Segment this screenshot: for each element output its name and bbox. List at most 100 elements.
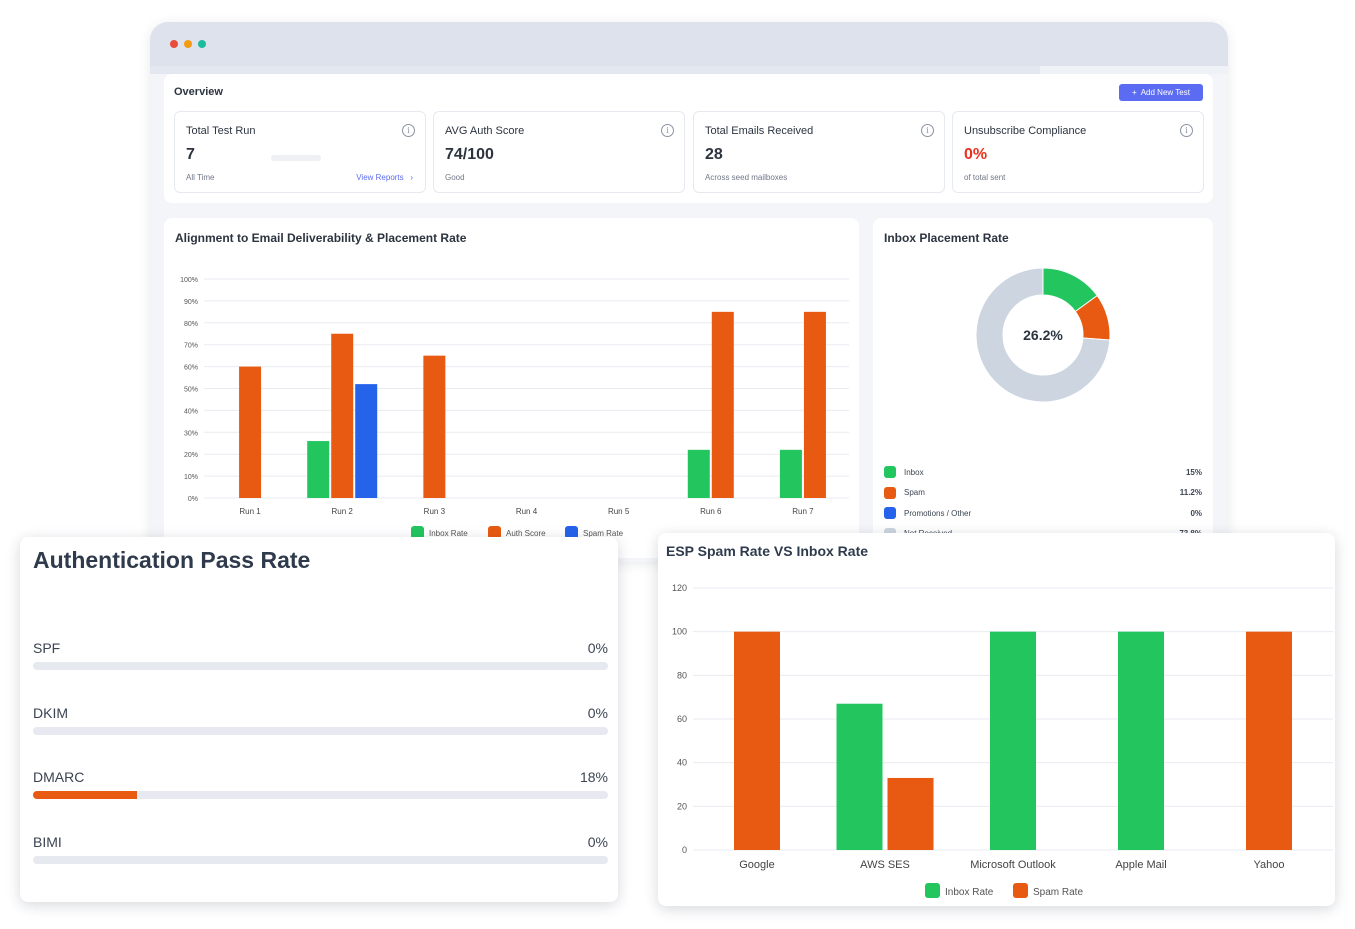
maximize-window-dot[interactable] [198,40,206,48]
close-window-dot[interactable] [170,40,178,48]
stat-card-avg-auth-score: AVG Auth Score i 74/100 Good [433,111,685,193]
legend-label[interactable]: Spam Rate [1033,887,1083,898]
bar-auth-score[interactable] [239,366,262,498]
bar-inbox-rate[interactable] [1118,631,1164,850]
x-tick-label: Run 2 [332,507,354,516]
bar-spam-rate[interactable] [734,631,780,850]
y-tick-label: 20% [184,452,198,459]
inbox-placement-card: Inbox Placement Rate 26.2% Inbox 15% Spam 1… [873,218,1213,558]
legend-row[interactable]: Inbox 15% [884,465,1202,479]
y-tick-label: 40 [677,758,687,768]
legend-value: 15% [1185,467,1202,477]
auth-pass-rate-title: Authentication Pass Rate [33,547,311,573]
stat-card-total-test-run: Total Test Run i 7 All Time View Reports… [174,111,426,193]
legend-label[interactable]: Spam Rate [583,529,624,538]
stat-value: 74/100 [445,146,494,163]
legend-row[interactable]: Spam 11.2% [884,486,1202,500]
auth-progress-track [33,791,608,800]
bar-inbox-rate[interactable] [836,703,883,850]
view-reports-link[interactable]: View Reports › [356,173,413,182]
x-tick-label: AWS SES [860,859,910,871]
esp-bar-chart: 0 20 40 60 80 100 120 Google AWS SES Microsoft Ou… [672,583,1333,898]
auth-name: SPF [33,640,61,656]
horizontal-scrollbar[interactable] [150,66,1228,74]
stat-subtext: Good [445,173,465,182]
info-icon[interactable]: i [921,124,934,137]
info-icon[interactable]: i [402,124,415,137]
y-tick-label: 40% [184,408,198,415]
auth-percent: 0% [587,704,608,721]
minimize-window-dot[interactable] [184,40,192,48]
legend-swatch [411,526,424,539]
y-tick-label: 100% [180,277,198,284]
chevron-right-icon: › [405,173,413,182]
legend-row[interactable]: Promotions / Other 0% [884,506,1202,520]
bar-inbox-rate[interactable] [779,449,802,498]
bar-auth-score[interactable] [331,333,354,498]
add-new-test-label: Add New Test [1140,88,1190,97]
bar-auth-score[interactable] [803,311,826,498]
auth-percent: 0% [587,640,608,656]
window-titlebar [150,22,1228,66]
auth-pass-rate-card: Authentication Pass Rate SPF 0% DKIM 0% DMAR… [20,537,618,902]
auth-name: DKIM [33,704,68,721]
legend-swatch [1013,883,1028,898]
stat-label: Total Test Run [186,125,256,137]
x-tick-label: Microsoft Outlook [970,859,1056,871]
x-tick-label: Run 3 [424,507,446,516]
auth-progress-fill [33,791,137,800]
legend-label[interactable]: Inbox Rate [945,887,994,898]
legend-swatch [884,466,896,478]
y-tick-label: 30% [184,430,198,437]
x-tick-label: Run 5 [608,507,630,516]
auth-progress-track [33,726,608,735]
donut-center-label: 26.2% [1023,327,1063,343]
stat-card-total-emails-received: Total Emails Received i 28 Across seed m… [693,111,945,193]
legend-swatch [884,486,896,499]
auth-name: BIMI [33,834,62,851]
overview-title: Overview [174,86,223,98]
info-icon[interactable]: i [661,124,674,137]
dashboard-window: Overview + Add New Test Total Test Run i… [150,22,1228,562]
bar-inbox-rate[interactable] [990,631,1036,850]
bar-auth-score[interactable] [711,311,734,498]
add-new-test-button[interactable]: + Add New Test [1119,84,1203,101]
legend-value: 0% [1190,508,1202,518]
inbox-placement-title: Inbox Placement Rate [884,231,1009,245]
scrollbar-thumb[interactable] [150,66,1040,74]
bar-inbox-rate[interactable] [307,441,330,498]
legend-swatch [925,883,940,898]
auth-percent: 0% [587,834,608,851]
y-tick-label: 80 [677,670,687,680]
alignment-chart-card: Alignment to Email Deliverability & Plac… [164,218,859,558]
auth-percent: 18% [579,769,608,786]
inbox-placement-donut: 26.2% [975,267,1111,403]
legend-label: Spam [904,488,925,497]
legend-swatch [488,526,501,539]
stat-value: 7 [186,146,195,163]
auth-progress-track [33,662,608,670]
bar-spam-rate[interactable] [1246,631,1292,850]
y-tick-label: 20 [677,801,687,811]
legend-label[interactable]: Auth Score [506,529,546,538]
overview-panel: Overview + Add New Test Total Test Run i… [164,74,1213,203]
alignment-chart-title: Alignment to Email Deliverability & Plac… [175,231,467,245]
stat-label: Total Emails Received [705,125,814,137]
stat-value: 0% [964,146,988,163]
y-tick-label: 100 [672,627,687,637]
auth-name: DMARC [33,769,85,786]
stat-subtext: All Time [186,173,215,182]
info-icon[interactable]: i [1180,124,1193,137]
stat-label: Unsubscribe Compliance [964,125,1087,137]
y-tick-label: 0 [682,845,687,855]
bar-spam-rate[interactable] [887,777,934,850]
bar-inbox-rate[interactable] [687,449,710,498]
stat-label: AVG Auth Score [445,125,525,137]
legend-label[interactable]: Inbox Rate [429,529,468,538]
stat-subtext: of total sent [964,173,1006,182]
bar-spam-rate[interactable] [355,384,378,498]
bar-auth-score[interactable] [423,355,446,498]
esp-chart-title: ESP Spam Rate VS Inbox Rate [666,543,869,559]
donut-slice-not-received[interactable] [975,267,1111,403]
legend-value: 11.2% [1179,488,1202,497]
